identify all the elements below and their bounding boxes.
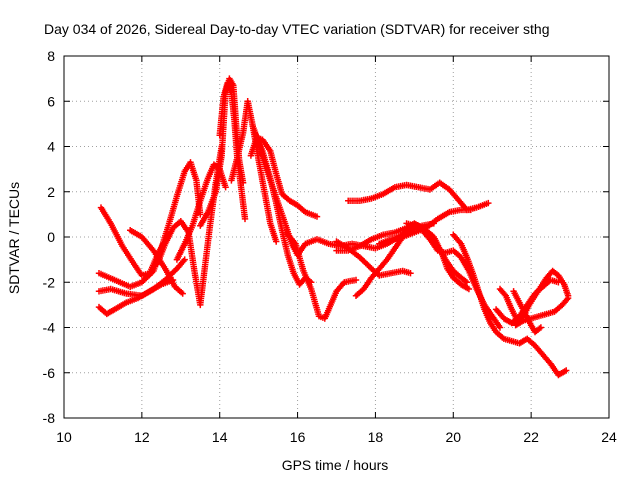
series-sat-k <box>247 134 321 220</box>
y-tick-label: -2 <box>43 274 56 290</box>
series-markers <box>127 227 186 297</box>
x-tick-label: 20 <box>445 429 461 445</box>
x-tick-label: 16 <box>290 429 306 445</box>
x-axis-title: GPS time / hours <box>282 457 389 473</box>
y-tick-label: -8 <box>43 410 56 426</box>
chart-title: Day 034 of 2026, Sidereal Day-to-day VTE… <box>44 21 550 37</box>
series-layer <box>95 75 572 379</box>
series-sat-o <box>345 179 492 214</box>
series-sat-m <box>251 129 315 288</box>
y-tick-label: -4 <box>43 320 56 336</box>
y-tick-label: 8 <box>47 48 55 64</box>
series-markers <box>251 129 315 288</box>
series-sat-y <box>510 288 545 336</box>
x-tick-label: 14 <box>212 429 228 445</box>
x-tick-label: 10 <box>56 429 72 445</box>
y-tick-label: -6 <box>43 365 56 381</box>
y-tick-label: 4 <box>47 139 55 155</box>
series-markers <box>510 288 545 336</box>
series-markers <box>247 134 321 220</box>
series-markers <box>95 276 177 318</box>
series-sat-n <box>282 229 360 322</box>
series-markers <box>345 179 492 214</box>
series-markers <box>282 229 360 322</box>
series-sat-e <box>127 227 186 297</box>
series-sat-d <box>95 276 177 318</box>
x-tick-label: 24 <box>601 429 617 445</box>
x-tick-label: 18 <box>368 429 384 445</box>
x-tick-label: 12 <box>134 429 150 445</box>
x-tick-label: 22 <box>523 429 539 445</box>
y-tick-label: 6 <box>47 93 55 109</box>
series-sat-u <box>450 231 570 379</box>
y-tick-label: 2 <box>47 184 55 200</box>
y-tick-label: 0 <box>47 229 55 245</box>
y-axis-title: SDTVAR / TECUs <box>6 182 22 294</box>
series-markers <box>450 231 570 379</box>
